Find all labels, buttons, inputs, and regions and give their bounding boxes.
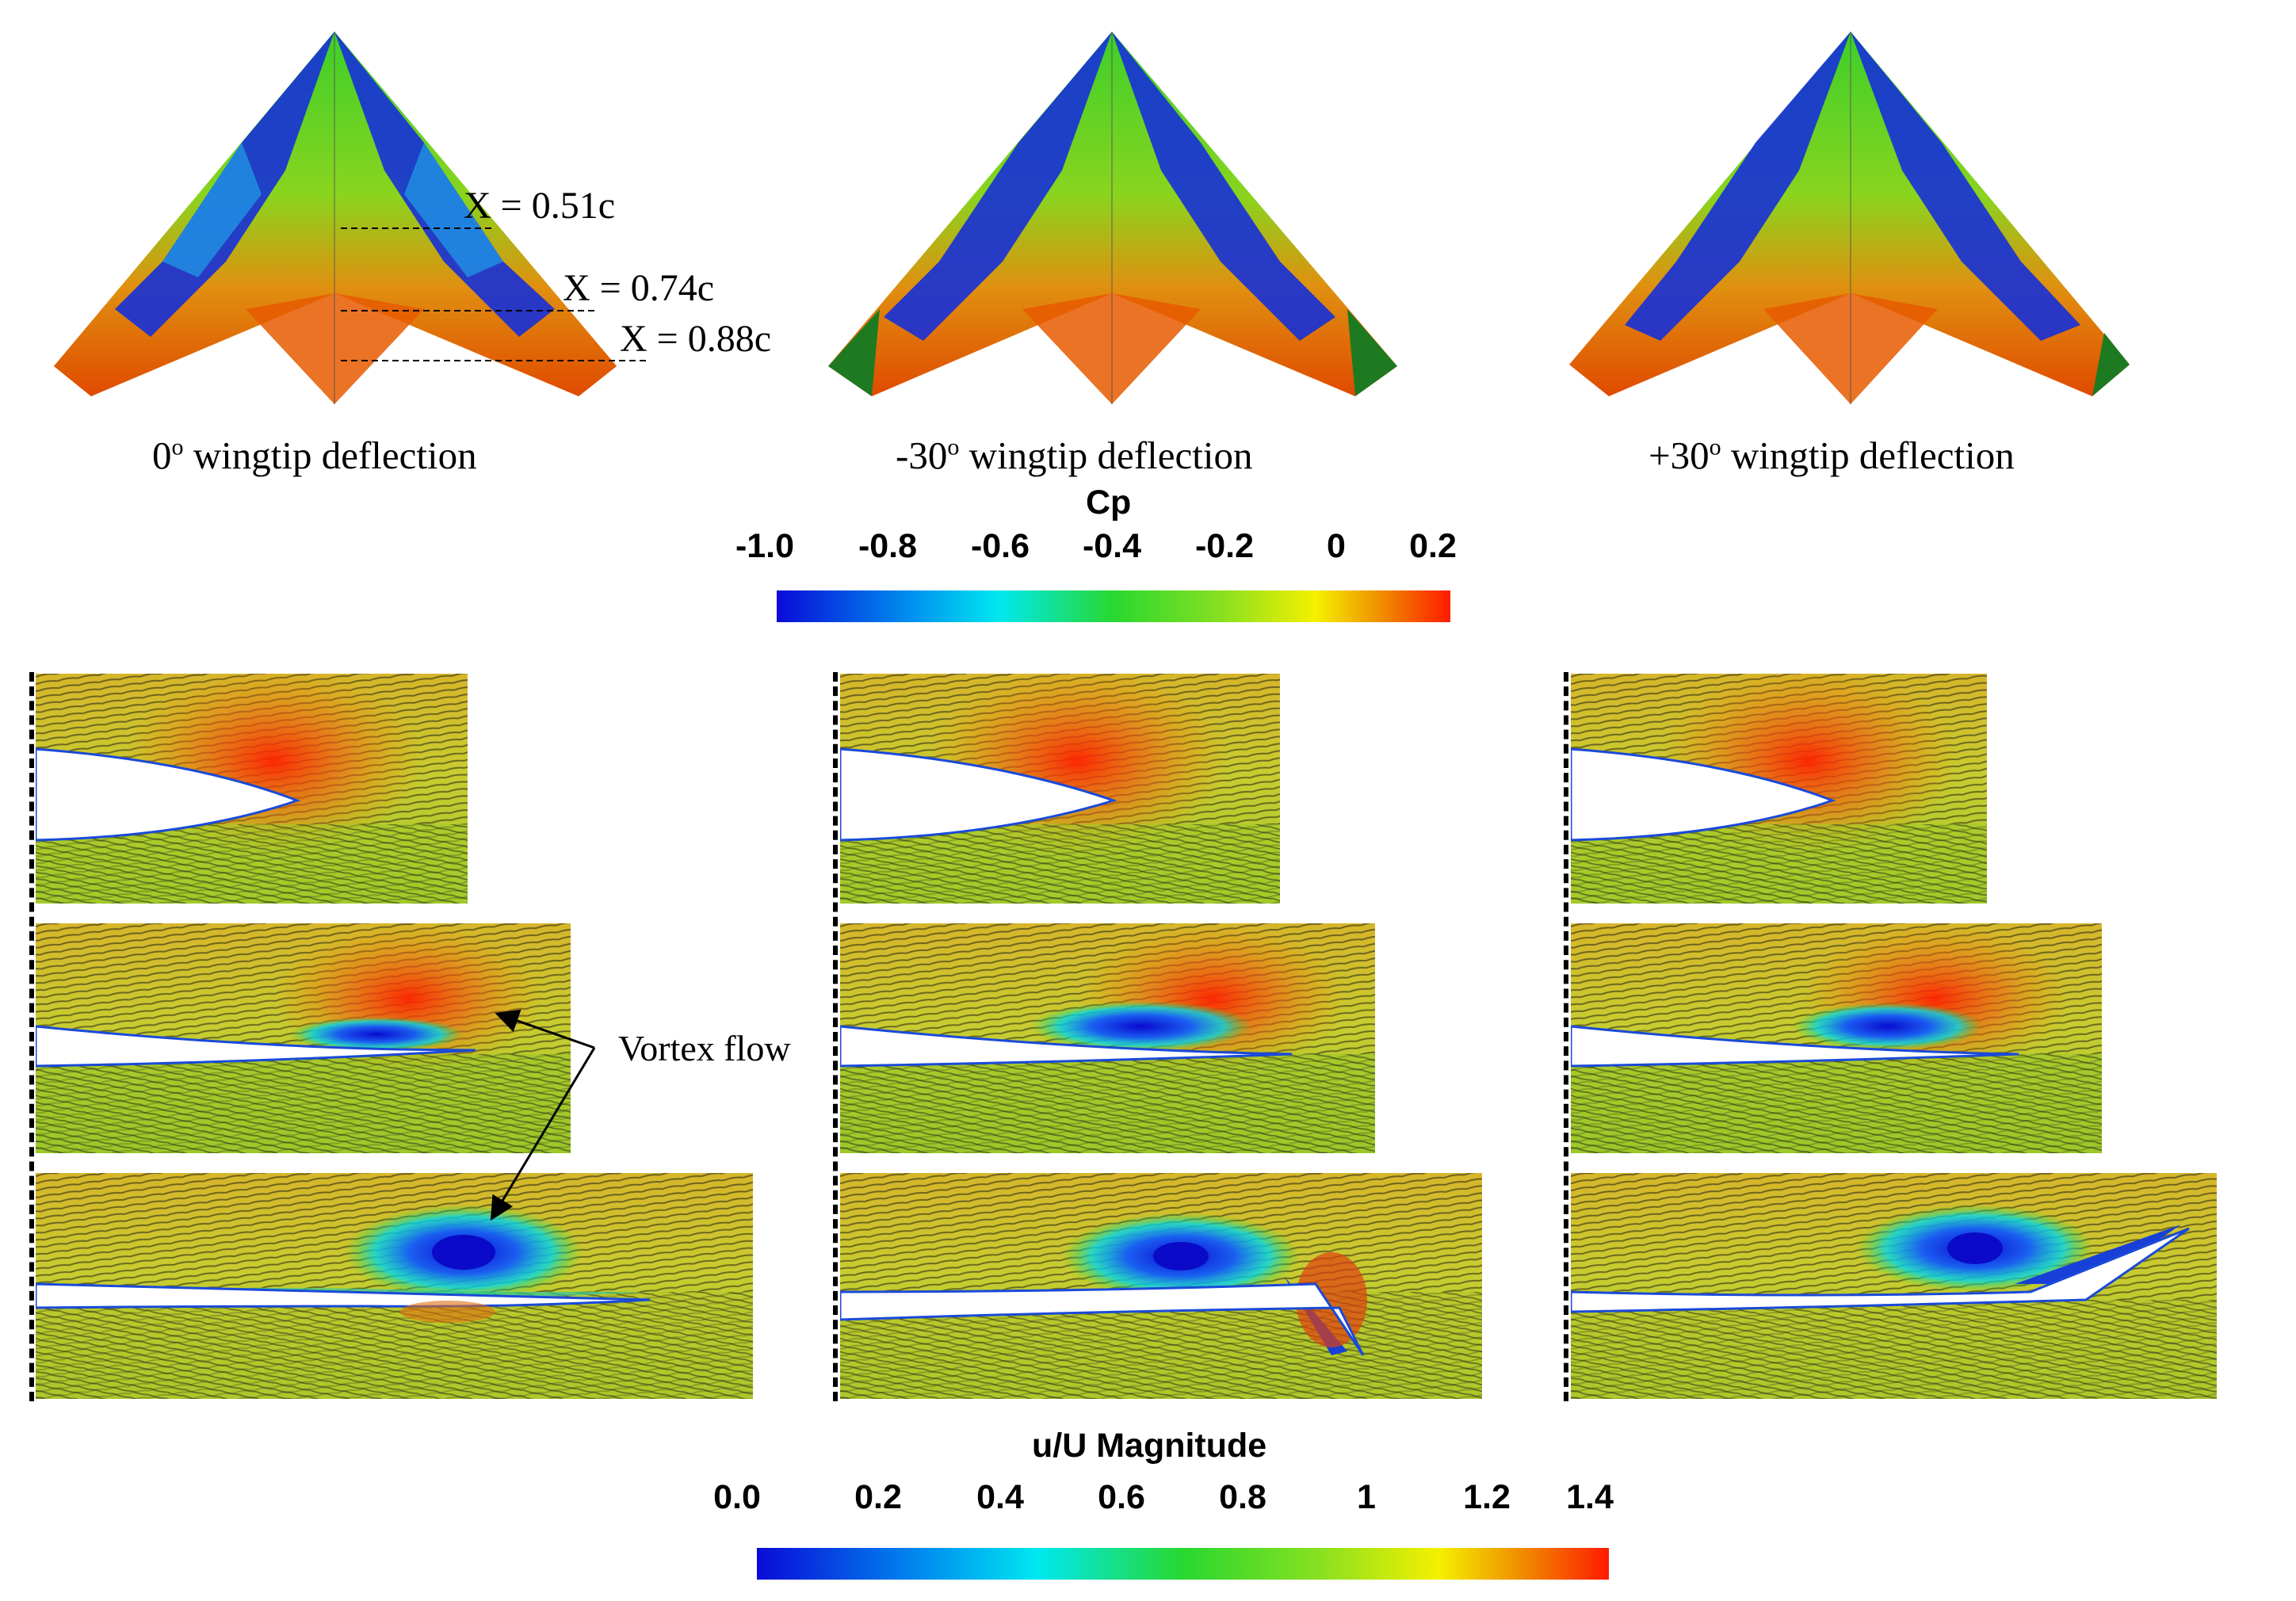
cp-tick: 0.2 [1409, 527, 1457, 565]
caption-0-deflection: 0o wingtip deflection [152, 433, 477, 478]
flow-panel-minus30-x074 [840, 923, 1375, 1153]
flow-panel-plus30-x074 [1571, 923, 2102, 1153]
station-label-088: X = 0.88c [620, 318, 772, 360]
velocity-tick: 0.0 [713, 1478, 761, 1516]
cp-tick: -0.6 [970, 527, 1030, 565]
velocity-tick: 1.2 [1463, 1478, 1511, 1516]
wing-surface [828, 32, 1397, 396]
symmetry-axis-0 [29, 672, 34, 1401]
wing-surface [1569, 32, 2130, 396]
wing-planform-0 [54, 32, 617, 404]
symmetry-axis-minus30 [833, 672, 838, 1401]
caption-text: wingtip deflection [959, 434, 1253, 477]
velocity-colorbar-title: u/U Magnitude [1032, 1427, 1267, 1465]
caption-angle: 0 [152, 434, 172, 477]
cp-tick: -1.0 [735, 527, 795, 565]
velocity-tick: 1.4 [1566, 1478, 1614, 1516]
vortex-flow-label: Vortex flow [618, 1028, 791, 1068]
degree-sup: o [171, 434, 184, 460]
flow-panel-0-x088 [36, 1173, 753, 1399]
velocity-colorbar [757, 1548, 1609, 1580]
caption-angle: +30 [1648, 434, 1710, 477]
flow-panel-0-x051 [36, 674, 468, 904]
arrow-to-upper-vortex [495, 1009, 595, 1049]
vortex-flow-arrows [490, 1009, 596, 1221]
flow-panel-minus30-x051 [840, 674, 1280, 904]
cp-colorbar [777, 590, 1450, 622]
flow-panel-0-x074 [36, 923, 571, 1153]
station-lines [341, 227, 650, 361]
wing-planform-minus30 [828, 32, 1397, 404]
cp-tick: -0.4 [1082, 527, 1142, 565]
flow-panel-plus30-x088 [1571, 1173, 2217, 1399]
station-label-051: X = 0.51c [464, 185, 616, 227]
velocity-tick: 0.6 [1098, 1478, 1145, 1516]
cp-colorbar-title: Cp [1086, 483, 1132, 522]
velocity-tick: 0.4 [976, 1478, 1024, 1516]
symmetry-axis-plus30 [1564, 672, 1568, 1401]
velocity-tick: 0.2 [854, 1478, 902, 1516]
caption-minus30-deflection: -30o wingtip deflection [896, 433, 1252, 478]
wing-planform-plus30 [1569, 32, 2130, 404]
cp-tick: -0.2 [1194, 527, 1255, 565]
velocity-tick: 1 [1357, 1478, 1376, 1516]
caption-text: wingtip deflection [1721, 434, 2015, 477]
flow-panel-plus30-x051 [1571, 674, 1987, 904]
caption-angle: -30 [896, 434, 948, 477]
caption-plus30-deflection: +30o wingtip deflection [1648, 433, 2015, 478]
arrow-to-lower-vortex [490, 1047, 596, 1221]
cp-tick: 0 [1327, 527, 1346, 565]
cp-tick: -0.8 [858, 527, 918, 565]
degree-sup: o [1709, 434, 1721, 460]
degree-sup: o [947, 434, 960, 460]
caption-text: wingtip deflection [183, 434, 477, 477]
flow-panel-minus30-x088 [840, 1173, 1482, 1399]
velocity-tick: 0.8 [1219, 1478, 1266, 1516]
station-label-074: X = 0.74c [563, 267, 715, 309]
